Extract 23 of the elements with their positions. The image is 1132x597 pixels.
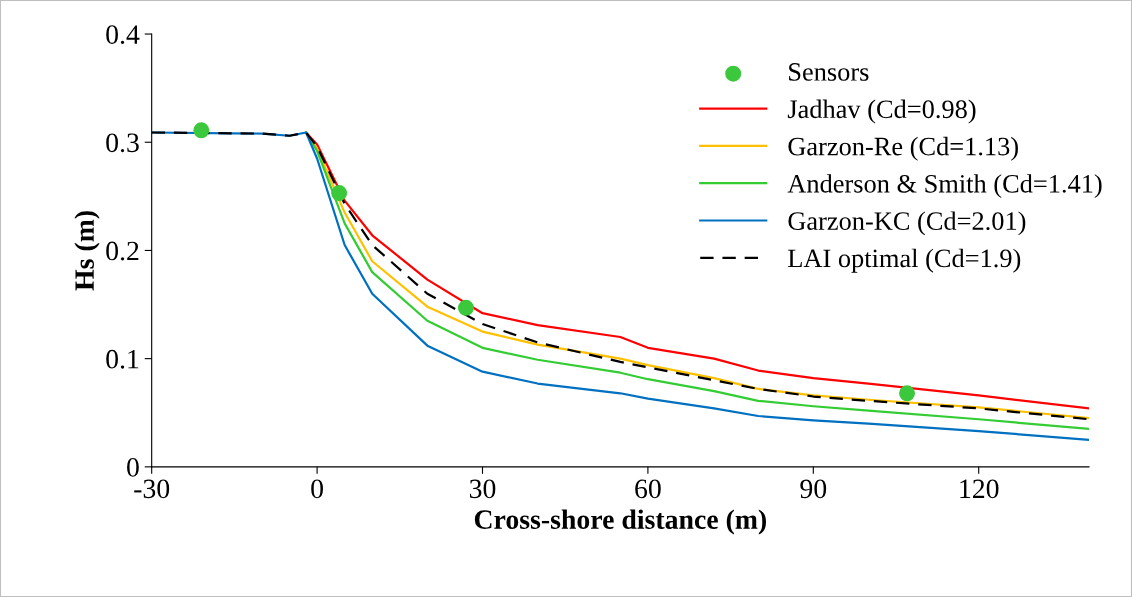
y-tick-label: 0.2	[106, 241, 139, 261]
legend-label: LAI optimal (Cd=1.9)	[788, 248, 1021, 273]
y-axis-title: Hs (m)	[74, 211, 100, 291]
x-tick-label: 120	[960, 479, 999, 499]
point	[193, 122, 210, 139]
x-axis-title: Cross-shore distance (m)	[474, 509, 766, 535]
y-tick-label: 0	[127, 458, 139, 477]
legend-label: Jadhav (Cd=0.98)	[787, 99, 976, 124]
y-tick-label: 0.3	[106, 133, 139, 153]
x-tick-label: 60	[635, 479, 661, 499]
legend-label: Sensors	[789, 63, 869, 81]
legend-label: Garzon-Re (Cd=1.13)	[788, 136, 1018, 161]
y-tick-label: 0.1	[106, 349, 139, 369]
point	[457, 299, 474, 316]
x-tick-label: 90	[800, 479, 827, 499]
y-tick-label: 0.4	[106, 25, 140, 45]
x-tick-label: 0	[311, 479, 323, 499]
x-tick-label: 30	[469, 479, 496, 499]
point	[899, 385, 916, 402]
legend-label: Garzon-KC (Cd=2.01)	[788, 211, 1026, 236]
legend-label: Anderson & Smith (Cd=1.41)	[787, 174, 1102, 199]
x-tick-label: -30	[134, 479, 170, 499]
point	[331, 185, 348, 202]
